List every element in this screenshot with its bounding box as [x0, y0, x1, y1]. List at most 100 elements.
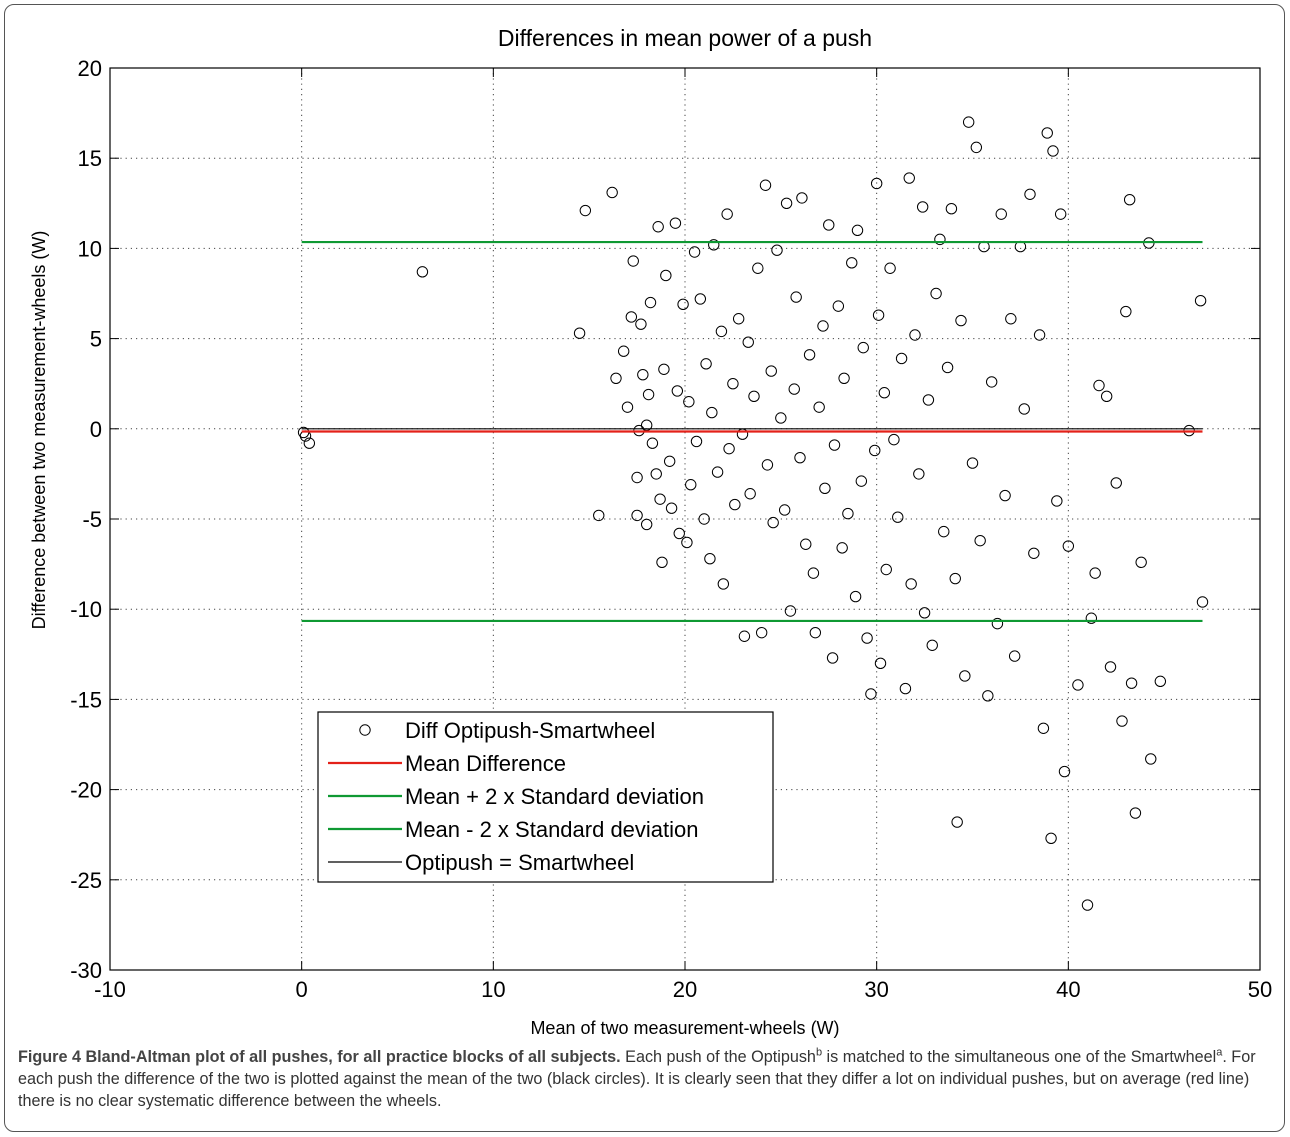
- data-point: [807, 567, 820, 579]
- data-point: [959, 670, 971, 682]
- data-point: [922, 394, 935, 406]
- data-point: [1072, 679, 1084, 691]
- data-point: [1120, 305, 1132, 318]
- data-point: [765, 365, 777, 377]
- data-point: [1135, 556, 1147, 568]
- x-tick-label: 50: [1248, 977, 1272, 1002]
- data-point: [865, 688, 877, 700]
- data-point: [706, 406, 718, 419]
- data-point: [884, 262, 896, 274]
- data-point: [606, 186, 618, 199]
- data-point: [711, 466, 724, 478]
- data-point: [1081, 899, 1094, 911]
- data-point: [869, 444, 881, 457]
- legend-label: Mean - 2 x Standard deviation: [405, 817, 699, 842]
- data-point: [761, 459, 774, 471]
- data-point: [796, 192, 808, 204]
- x-tick-label: 0: [296, 977, 308, 1002]
- data-point: [654, 493, 666, 505]
- data-point: [985, 376, 998, 388]
- data-point: [690, 435, 703, 448]
- data-point: [819, 482, 831, 495]
- data-point: [652, 221, 664, 233]
- data-point: [823, 219, 835, 231]
- figure-frame: [4, 4, 1285, 1132]
- data-point: [945, 203, 958, 215]
- data-point: [1028, 547, 1040, 559]
- data-point: [872, 309, 885, 321]
- data-point: [303, 437, 316, 449]
- x-tick-label: 10: [481, 977, 505, 1002]
- data-point: [1145, 753, 1157, 765]
- data-point: [846, 257, 858, 269]
- data-point: [631, 471, 643, 484]
- data-point: [951, 816, 963, 828]
- data-point: [1196, 596, 1209, 608]
- legend: Diff Optipush-Smartwheel Mean Difference M…: [317, 711, 774, 883]
- caption-text-3: . For each push the difference of the tw…: [18, 1048, 1256, 1110]
- data-point: [625, 311, 638, 323]
- data-point: [1054, 208, 1067, 220]
- data-point: [767, 516, 779, 529]
- data-point: [828, 439, 841, 451]
- data-point: [688, 246, 701, 258]
- data-point: [677, 298, 689, 311]
- data-point: [755, 626, 768, 639]
- data-point: [673, 527, 685, 540]
- data-point: [593, 509, 605, 522]
- data-point: [627, 255, 639, 267]
- data-point: [999, 489, 1011, 502]
- data-point: [926, 639, 938, 651]
- data-point: [966, 457, 979, 469]
- data-point: [771, 244, 783, 256]
- data-point: [899, 682, 912, 695]
- data-point: [775, 412, 787, 424]
- y-axis-label: Difference between two measurement-wheel…: [29, 231, 49, 630]
- caption-text-2: is matched to the simultaneous one of th…: [822, 1048, 1217, 1066]
- data-point: [669, 217, 682, 229]
- legend-label: Diff Optipush-Smartwheel: [405, 718, 655, 743]
- data-point: [970, 141, 983, 154]
- legend-label: Optipush = Smartwheel: [405, 850, 634, 875]
- data-point: [698, 513, 710, 525]
- data-point: [1024, 188, 1036, 200]
- data-point: [752, 262, 764, 274]
- data-point: [656, 556, 668, 568]
- data-point: [1123, 193, 1136, 206]
- y-tick-label: -20: [70, 778, 102, 803]
- data-point: [817, 320, 829, 332]
- data-point: [744, 488, 756, 500]
- data-point: [1037, 722, 1050, 734]
- data-point: [842, 507, 854, 520]
- data-point: [849, 590, 862, 603]
- data-point: [1047, 145, 1059, 157]
- bland-altman-chart: -10 0 10 20 30 40 50-30-25-20-15-10-505101520 …: [29, 25, 1272, 1038]
- data-point: [861, 632, 873, 644]
- data-point: [665, 502, 678, 514]
- data-point: [991, 617, 1004, 630]
- data-point: [738, 630, 751, 642]
- data-point: [729, 498, 741, 511]
- data-point: [809, 626, 822, 639]
- data-point: [617, 345, 630, 357]
- data-point: [637, 368, 649, 381]
- data-point: [913, 468, 925, 480]
- data-point: [683, 396, 695, 408]
- data-point: [700, 358, 712, 370]
- data-point: [1018, 403, 1030, 415]
- data-point: [949, 572, 961, 585]
- data-point: [694, 293, 707, 305]
- data-point: [1104, 661, 1117, 673]
- data-point: [715, 325, 728, 338]
- legend-marker-circle: [359, 724, 371, 736]
- data-point: [916, 201, 929, 213]
- y-tick-label: -5: [82, 507, 102, 532]
- data-point: [938, 525, 950, 538]
- y-tick-label: 10: [78, 236, 102, 261]
- caption-sup-2: a: [1216, 1046, 1223, 1059]
- data-point: [836, 542, 848, 554]
- data-point: [794, 451, 806, 464]
- data-point: [1058, 765, 1071, 778]
- data-point: [870, 177, 883, 190]
- data-point: [681, 536, 693, 549]
